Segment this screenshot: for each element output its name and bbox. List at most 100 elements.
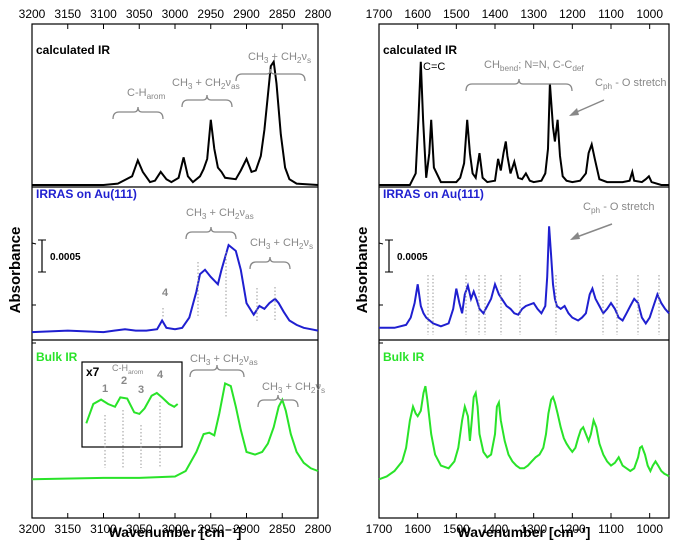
bulk-ch3-ch2-as-label: CH3 + CH2νas	[190, 353, 258, 367]
right-xtick-label-top: 1300	[520, 7, 547, 21]
right-series-label: Bulk IR	[383, 350, 425, 364]
left-scale-bar-label: 0.0005	[50, 252, 81, 263]
right-y-axis-label: Absorbance	[354, 227, 371, 314]
calc-ch-arom-label-part-1: arom	[147, 92, 166, 101]
left-panel: 3200320031503150310031003050305030003000…	[7, 7, 332, 540]
calc-cph-o-stretch-label-part-1: ph	[603, 82, 613, 91]
left-xtick-label-top: 2950	[197, 7, 224, 21]
bulk-ch3-ch2-s-label: CH3 + CH2νs	[262, 381, 325, 395]
calc-ch-bend-brace	[466, 79, 572, 91]
calc-ch3-ch2-s-label-part-0: CH	[248, 51, 264, 63]
irras-ch3-ch2-s-label-part-5: s	[309, 242, 313, 251]
inset-peak-label: 1	[102, 383, 108, 395]
left-series-label: IRRAS on Au(111)	[36, 187, 137, 201]
left-xtick-label-top: 2800	[305, 7, 332, 21]
right-series-label: calculated IR	[383, 43, 457, 57]
left-xtick-label-top: 3000	[162, 7, 189, 21]
left-xtick-label-top: 3050	[126, 7, 153, 21]
left-xtick-label-bottom: 2850	[269, 522, 296, 536]
left-xtick-label-top: 3150	[54, 7, 81, 21]
calc-ch3-ch2-s-label-part-5: s	[307, 56, 311, 65]
irras-ch3-ch2-as-label-part-2: + CH	[206, 207, 234, 219]
calc-ch-bend-label-part-1: bend	[500, 64, 519, 73]
irras-cph-o-stretch-label-part-2: - O stretch	[600, 201, 654, 213]
left-xtick-label-bottom: 3150	[54, 522, 81, 536]
left-xtick-label-top: 3200	[19, 7, 46, 21]
bulk-ch3-ch2-s-label-part-5: s	[321, 386, 325, 395]
right-xtick-label-top: 1200	[559, 7, 586, 21]
bulk-ch3-ch2-as-label-part-0: CH	[190, 353, 206, 365]
inset-peak-label: 2	[121, 375, 127, 387]
inset-x7-label: x7	[86, 365, 100, 379]
calc-ch-arom-label: C-Harom	[127, 87, 165, 101]
inset-peak-label: 3	[138, 384, 144, 396]
right-series-label: IRRAS on Au(111)	[383, 187, 484, 201]
calc-ch-bend-label-part-0: CH	[484, 59, 500, 71]
left-xtick-label-bottom: 2800	[305, 522, 332, 536]
irras-ch3-ch2-s-label-part-2: + CH	[270, 237, 298, 249]
inset-ch-arom-label-part-0: C-H	[112, 363, 128, 373]
right-series-irras-on-au-111-	[379, 226, 669, 327]
bulk-ch3-s-brace	[258, 395, 298, 407]
bulk-ch3-ch2-as-label-part-2: + CH	[210, 353, 238, 365]
bulk-ch3-ch2-s-label-part-2: + CH	[282, 381, 310, 393]
right-xtick-label-top: 1700	[366, 7, 393, 21]
calc-cph-o-stretch-label-part-2: - O stretch	[612, 77, 666, 89]
calc-cph-o-stretch-label-part-0: C	[595, 77, 603, 89]
calc-ch3-ch2-s-label: CH3 + CH2νs	[248, 51, 311, 65]
irras-cph-o-stretch-label-part-1: ph	[591, 206, 601, 215]
calc-cph-o-stretch-label: Cph - O stretch	[595, 77, 667, 91]
irras-cph-o-stretch-label: Cph - O stretch	[583, 201, 655, 215]
irras-ch3-as-brace	[186, 227, 236, 239]
right-x-axis-label: Wavenumber [cm⁻¹]	[458, 524, 591, 540]
irras-cph-arrowhead	[570, 232, 580, 240]
left-annotations: C-HaromCH3 + CH2νasCH3 + CH2νsCH3 + CH2ν…	[113, 51, 325, 407]
left-xtick-label-top: 2850	[269, 7, 296, 21]
irras-ch3-ch2-s-label: CH3 + CH2νs	[250, 237, 313, 251]
right-xtick-label-bottom: 1000	[636, 522, 663, 536]
calc-ch3-as-brace	[182, 95, 232, 107]
bulk-ch3-as-brace	[190, 365, 244, 377]
calc-ch3-ch2-as-label-part-2: + CH	[192, 77, 220, 89]
left-y-axis-label: Absorbance	[7, 227, 24, 314]
left-xtick-label-top: 2900	[233, 7, 260, 21]
irras-cph-arrow	[574, 224, 612, 238]
calc-ch-bend-label-part-2: ; N=N, C-C	[518, 59, 572, 71]
calc-ch-bend-label: CHbend; N=N, C-Cdef	[484, 59, 585, 73]
right-xtick-label-top: 1600	[404, 7, 431, 21]
irras-cph-o-stretch-label-part-0: C	[583, 201, 591, 213]
bulk-ch3-ch2-as-label-part-5: as	[249, 358, 258, 367]
right-xtick-label-top: 1000	[636, 7, 663, 21]
left-series-label: Bulk IR	[36, 350, 78, 364]
inset-ch-arom-label-part-1: arom	[128, 369, 144, 376]
right-xtick-label-top: 1400	[482, 7, 509, 21]
left-xtick-label-top: 3100	[90, 7, 117, 21]
calc-ch-bend-label-part-3: def	[572, 64, 584, 73]
calc-ch3-ch2-as-label-part-5: as	[231, 82, 240, 91]
calc-ch3-ch2-as-label-part-0: CH	[172, 77, 188, 89]
irras-ch3-ch2-as-label: CH3 + CH2νas	[186, 207, 254, 221]
irras-ch3-ch2-as-label-part-5: as	[245, 212, 254, 221]
right-xtick-label-bottom: 1100	[598, 522, 624, 536]
left-x-axis-label: Wavenumber [cm⁻¹]	[109, 524, 242, 540]
right-xtick-label-bottom: 1600	[404, 522, 431, 536]
bulk-ch3-ch2-s-label-part-0: CH	[262, 381, 278, 393]
right-series-bulk-ir	[379, 386, 669, 479]
inset-peak-label: 4	[157, 369, 164, 381]
calc-ch-arom-brace	[113, 107, 163, 119]
calc-ch-arom-label-part-0: C-H	[127, 87, 147, 99]
left-xtick-label-bottom: 3200	[19, 522, 46, 536]
right-xtick-label-top: 1500	[443, 7, 470, 21]
right-scale-bar-label: 0.0005	[397, 252, 428, 263]
irras-peak-4-label: 4	[162, 287, 169, 299]
irras-ch3-ch2-s-label-part-0: CH	[250, 237, 266, 249]
calc-ch3-ch2-as-label: CH3 + CH2νas	[172, 77, 240, 91]
irras-ch3-ch2-as-label-part-0: CH	[186, 207, 202, 219]
bulk-inset: x7 C-Harom 1 23 4	[82, 362, 182, 468]
irras-ch3-s-brace	[250, 257, 290, 269]
right-xtick-label-bottom: 1700	[366, 522, 393, 536]
calc-cc-label: C=C	[423, 61, 445, 73]
right-xtick-label-top: 1100	[598, 7, 624, 21]
calc-cph-arrowhead	[569, 108, 579, 116]
